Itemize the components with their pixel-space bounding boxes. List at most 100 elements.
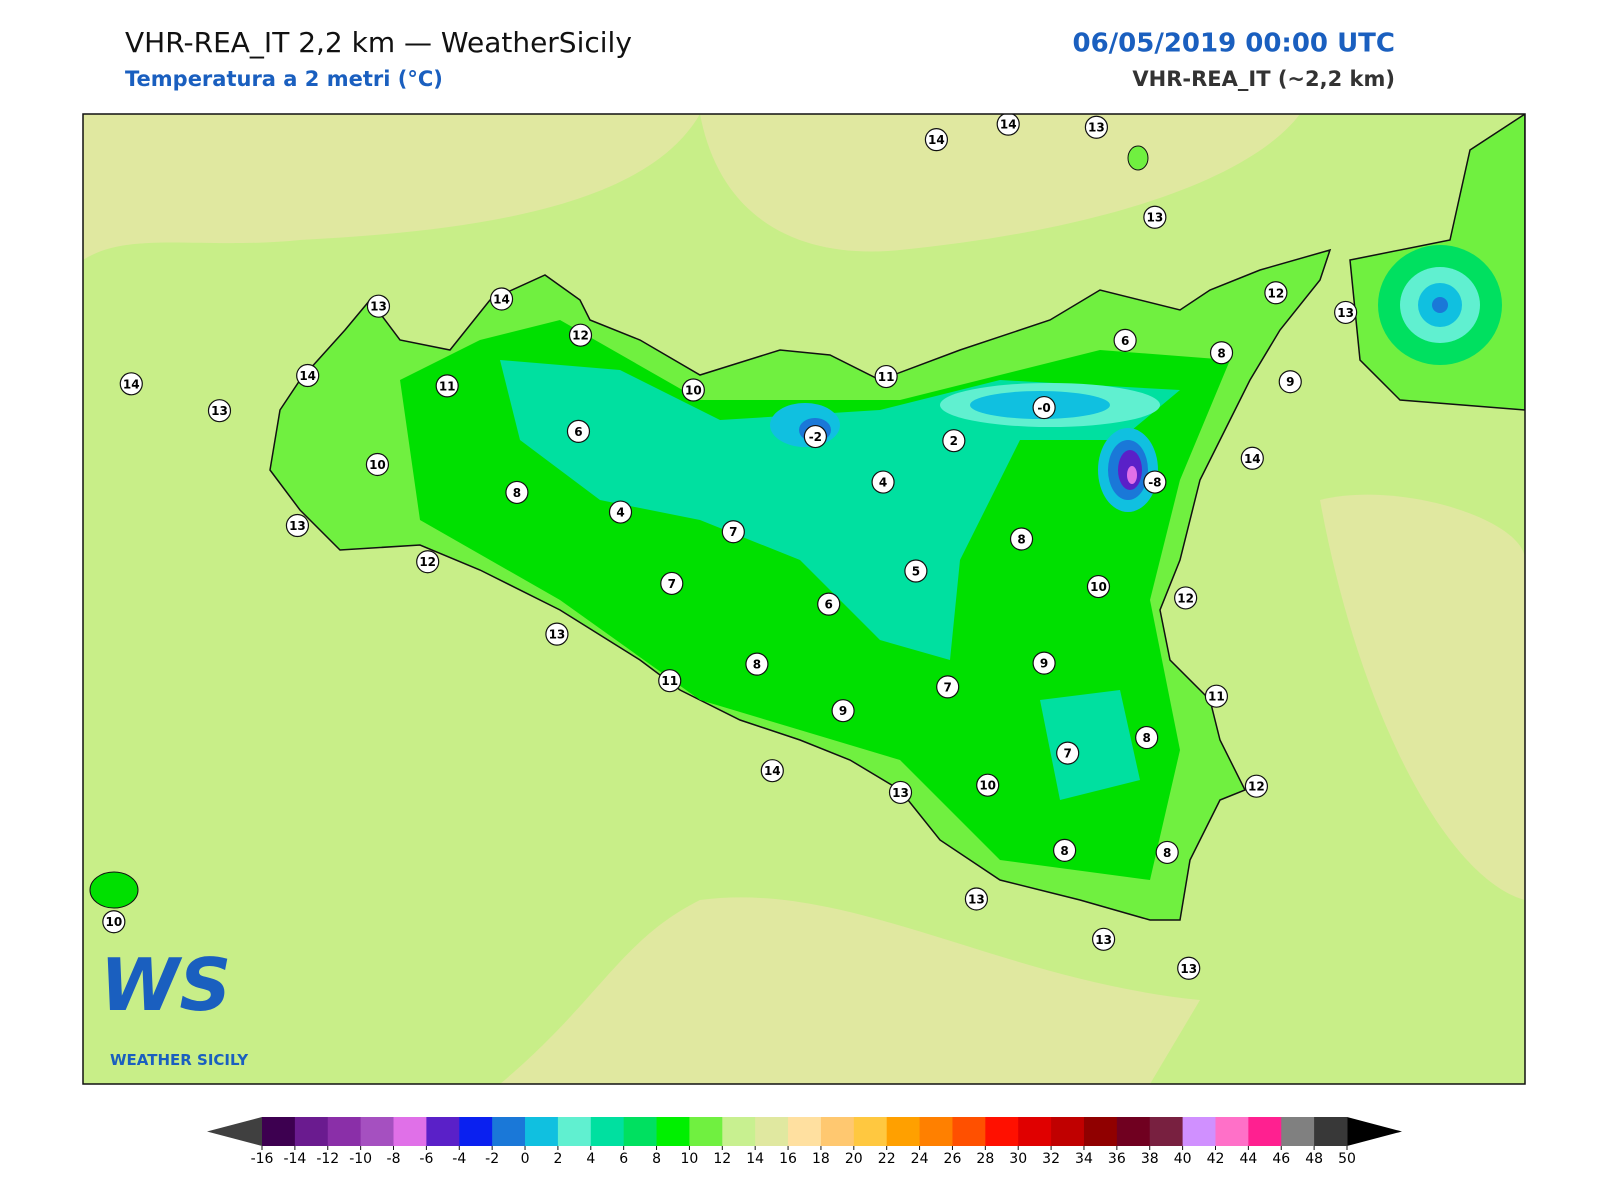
station-marker <box>942 429 966 453</box>
station-marker <box>888 780 913 805</box>
station-value: 13 <box>1147 211 1164 225</box>
station-value: 13 <box>968 892 985 906</box>
model: VHR-REA_IT (~2,2 km) <box>1132 67 1395 91</box>
colorbar-tick-label: 0 <box>521 1151 530 1167</box>
station-value: 13 <box>1337 306 1354 320</box>
station-value: 8 <box>1017 532 1025 546</box>
colorbar-segment <box>492 1117 526 1146</box>
colorbar-segment <box>755 1117 789 1146</box>
colorbar-tick-label: 36 <box>1108 1151 1126 1167</box>
colorbar-segment <box>459 1117 493 1146</box>
station-marker <box>1264 281 1288 305</box>
station-value: 6 <box>1121 334 1129 348</box>
station-marker <box>207 399 232 423</box>
station-marker <box>1009 527 1034 551</box>
station-value: 13 <box>211 404 228 418</box>
station-value: 11 <box>878 370 895 384</box>
station-marker <box>874 364 898 389</box>
colorbar-tick-label: 20 <box>845 1151 863 1167</box>
colorbar-tick-label: 6 <box>619 1151 628 1167</box>
colorbar-tick-label: 34 <box>1075 1151 1093 1167</box>
colorbar-tick-label: 42 <box>1207 1151 1225 1167</box>
colorbar-tick-label: -6 <box>419 1151 433 1167</box>
station-value: 7 <box>668 577 676 591</box>
station-value: 8 <box>1217 346 1225 360</box>
colorbar-segment <box>327 1117 362 1146</box>
station-marker <box>1334 300 1358 325</box>
station-value: 7 <box>944 680 952 694</box>
station-value: 14 <box>123 377 140 391</box>
station-value: 13 <box>289 519 306 533</box>
colorbar-under <box>207 1117 262 1146</box>
colorbar-segment <box>590 1117 625 1146</box>
station-marker <box>1032 651 1056 675</box>
colorbar-tick-label: 30 <box>1009 1151 1027 1167</box>
station-marker <box>721 520 745 544</box>
colorbar-tick-label: 46 <box>1272 1151 1290 1167</box>
colorbar-segment <box>1051 1117 1085 1146</box>
land-zone <box>1040 690 1140 800</box>
station-marker <box>681 378 705 402</box>
station-value: 8 <box>1060 844 1068 858</box>
colorbar-segment <box>360 1117 395 1146</box>
stations: 14 14 13 13 12 13 13 14 12 14 13 14 11 10 11 6 8 9 -0 6 -2 2 1… <box>102 114 1358 980</box>
station-value: 5 <box>912 565 920 579</box>
station-marker <box>924 128 949 152</box>
station-marker <box>119 372 143 396</box>
station-value: 14 <box>493 292 510 306</box>
station-value: 8 <box>1142 731 1150 745</box>
station-marker <box>102 910 126 934</box>
station-marker <box>1143 205 1167 229</box>
station-marker <box>996 114 1020 136</box>
station-marker <box>760 759 784 783</box>
colorbar-segment <box>1281 1117 1315 1146</box>
station-marker <box>1135 725 1159 750</box>
station-marker <box>976 773 1000 797</box>
colorbar-segment <box>952 1117 986 1146</box>
colorbar-tick-label: 50 <box>1338 1151 1356 1167</box>
station-marker <box>566 419 591 443</box>
subtitle: Temperatura a 2 metri (°C) <box>125 67 443 91</box>
colorbar-tick-label: -12 <box>316 1151 339 1167</box>
sea-band <box>700 114 1300 252</box>
station-marker <box>745 652 769 676</box>
station-value: 10 <box>979 779 996 793</box>
colorbar-tick-label: 2 <box>553 1151 562 1167</box>
station-value: 10 <box>1090 580 1107 594</box>
station-value: 10 <box>685 384 702 398</box>
colorbar: -16 -14 -12 -10 -8 -6 -4 -2 0 2 4 6 8 10 12 14 16 18 20 22 2… <box>207 1117 1402 1167</box>
station-value: 12 <box>1177 591 1194 605</box>
station-value: 7 <box>729 525 737 539</box>
colorbar-tick-label: 40 <box>1174 1151 1192 1167</box>
station-value: 10 <box>369 458 386 472</box>
station-value: 14 <box>1000 118 1017 132</box>
colorbar-tick-label: -14 <box>283 1151 306 1167</box>
sea-band <box>500 897 1200 1084</box>
colorbar-segment <box>1018 1117 1052 1146</box>
colorbar-segment <box>1314 1117 1348 1146</box>
station-marker <box>1086 574 1111 599</box>
station-marker <box>1143 470 1167 494</box>
colorbar-tick-label: 10 <box>681 1151 699 1167</box>
island <box>89 871 139 909</box>
map: 14 14 13 13 12 13 13 14 12 14 13 14 11 10 11 6 8 9 -0 6 -2 2 1… <box>83 114 1525 1084</box>
station-marker <box>803 424 827 449</box>
colorbar-tick-label: 4 <box>586 1151 595 1167</box>
colorbar-segment <box>557 1117 592 1146</box>
colorbar-tick-label: 12 <box>713 1151 731 1167</box>
station-value: 4 <box>616 506 624 520</box>
colorbar-tick-label: 38 <box>1141 1151 1159 1167</box>
colorbar-tick-label: 32 <box>1042 1151 1060 1167</box>
colorbar-segment <box>1248 1117 1282 1146</box>
station-marker <box>1209 341 1234 365</box>
station-marker <box>964 887 989 911</box>
colorbar-segment <box>919 1117 953 1146</box>
island <box>1127 145 1149 171</box>
colorbar-tick-label: 22 <box>878 1151 896 1167</box>
station-marker <box>1204 684 1229 708</box>
station-value: 6 <box>574 425 582 439</box>
station-value: 9 <box>1286 375 1294 389</box>
station-value: 12 <box>1268 286 1285 300</box>
station-value: 11 <box>439 379 456 393</box>
